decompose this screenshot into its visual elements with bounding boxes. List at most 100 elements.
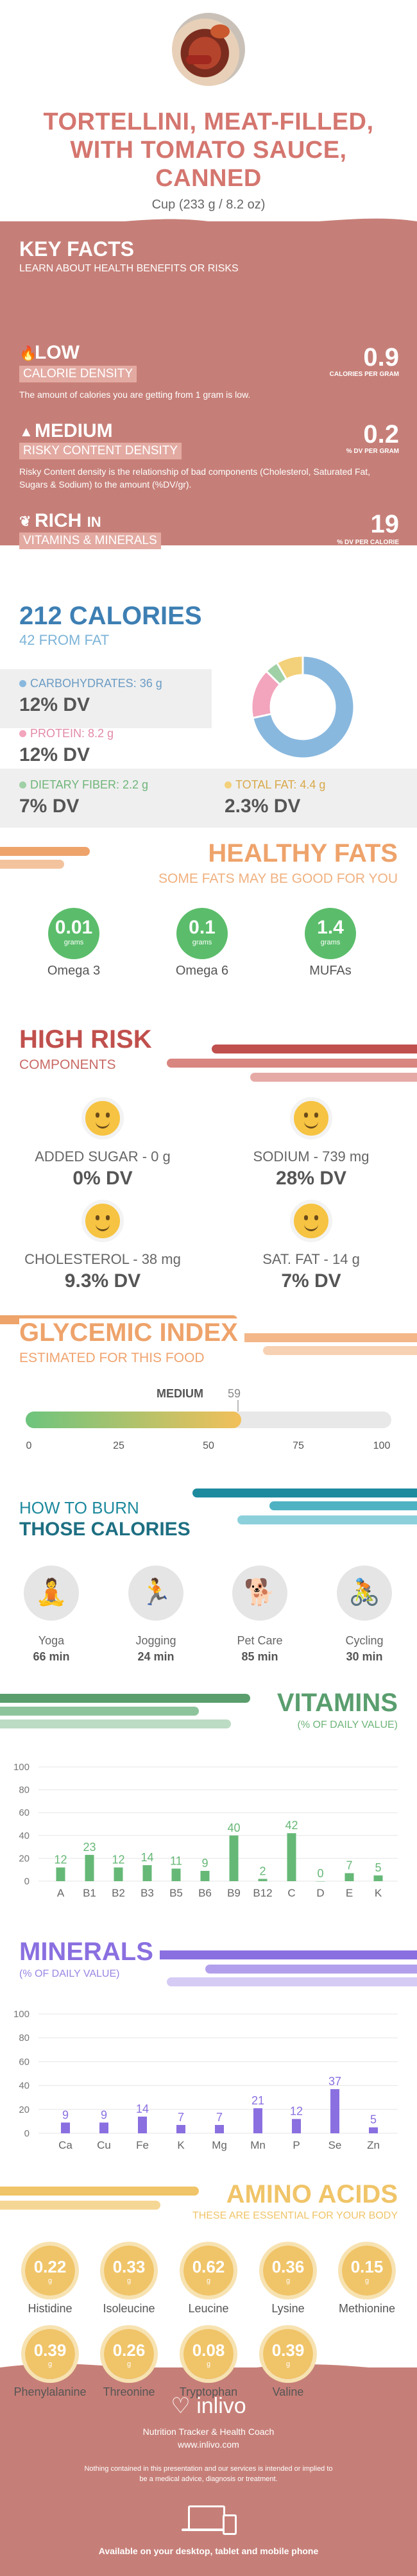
- donut-slice-fat: [275, 654, 304, 681]
- activity-minutes: 24 min: [137, 1650, 174, 1663]
- minerals-subtitle: (% OF DAILY VALUE): [19, 1968, 120, 1979]
- risk-stripe-1: [212, 1045, 417, 1053]
- x-tick-label: B12: [253, 1887, 272, 1899]
- x-tick-label: K: [375, 1887, 382, 1899]
- footer-url[interactable]: www.inlivo.com: [178, 2439, 239, 2450]
- gi-tick: 25: [113, 1440, 124, 1451]
- leaf-icon: ❦: [19, 513, 31, 530]
- x-tick-label: E: [346, 1887, 353, 1899]
- fiber-macro: DIETARY FIBER: 2.2 g 7% DV: [19, 778, 148, 817]
- minerals-title: MINERALS: [19, 1938, 160, 1966]
- x-tick-label: K: [177, 2139, 185, 2151]
- bar: [138, 2116, 147, 2133]
- amino-label: Leucine: [188, 2302, 229, 2315]
- food-photo: [172, 13, 245, 86]
- risk-dv: 0% DV: [72, 1168, 133, 1189]
- fat-dv: 2.3% DV: [225, 796, 301, 817]
- yoga-icon: 🧘: [24, 1565, 79, 1621]
- fat-unit: grams: [320, 939, 341, 946]
- x-tick-label: B2: [112, 1887, 125, 1899]
- fat-label: MUFAs: [309, 964, 352, 978]
- fat-bubble: 0.1 grams: [176, 908, 228, 959]
- gi-marker: [237, 1400, 239, 1419]
- amino-label: Valine: [272, 2385, 304, 2398]
- fat-unit: grams: [64, 939, 84, 946]
- vitamins-title: VITAMINS: [277, 1689, 398, 1717]
- bar-value-label: 14: [140, 1851, 153, 1864]
- amino-bubble: 0.62 g: [180, 2242, 237, 2299]
- bar-value-label: 37: [328, 2075, 341, 2088]
- amino-bubble: 0.39 g: [21, 2325, 79, 2383]
- vitamins-bar-chart: 0 20 40 60 80 100 12 A 23 B1 12 B2 14 B3 11 B5 9 B6 40 B9 2 B…: [13, 1762, 398, 1899]
- activity-label: Jogging: [135, 1634, 176, 1647]
- rich-unit: % DV PER CALORIE: [337, 539, 399, 546]
- calorie-density-value: 0.9: [363, 343, 399, 371]
- fats-stripe-1: [0, 847, 90, 856]
- amino-value: 0.62: [192, 2257, 225, 2276]
- gi-tick: 75: [293, 1440, 304, 1451]
- amino-label: Isoleucine: [103, 2302, 155, 2315]
- bar-value-label: 7: [216, 2111, 223, 2124]
- bar-value-label: 12: [54, 1854, 67, 1866]
- burn-stripe-3: [237, 1515, 417, 1524]
- carbs-label: CARBOHYDRATES: 36 g: [30, 677, 162, 690]
- x-tick-label: B5: [169, 1887, 183, 1899]
- protein-dot: [19, 730, 26, 737]
- amino-unit: g: [364, 2277, 370, 2285]
- bar: [85, 1855, 94, 1881]
- x-tick-label: Ca: [58, 2139, 72, 2151]
- fiber-dot: [19, 781, 26, 789]
- amino-unit: g: [126, 2360, 132, 2368]
- risky-density-level-text: MEDIUM: [35, 420, 113, 441]
- risk-label: ADDED SUGAR - 0 g: [35, 1148, 171, 1164]
- high-risk-title: HIGH RISK: [19, 1025, 152, 1053]
- amino-bubble: 0.22 g: [21, 2242, 79, 2299]
- activity-minutes: 30 min: [346, 1650, 383, 1663]
- amino-value: 0.39: [33, 2341, 67, 2360]
- bar: [229, 1835, 239, 1881]
- bar-value-label: 40: [227, 1821, 240, 1834]
- fat-value: 0.01: [55, 917, 93, 938]
- calories-from-fat: 42 FROM FAT: [19, 632, 110, 648]
- bar-value-label: 9: [201, 1857, 208, 1870]
- bar-value-label: 42: [285, 1819, 298, 1832]
- vit-stripe-1: [0, 1694, 250, 1703]
- glycemic-subtitle: ESTIMATED FOR THIS FOOD: [19, 1351, 205, 1365]
- bar-value-label: 0: [317, 1867, 323, 1880]
- x-tick-label: Cu: [97, 2139, 111, 2151]
- bar-value-label: 7: [346, 1859, 352, 1872]
- amino-value: 0.36: [271, 2257, 305, 2276]
- healthy-fats-title: HEALTHY FATS: [208, 839, 398, 867]
- smiley-mouth: [96, 1223, 110, 1231]
- amino-title: AMINO ACIDS: [226, 2180, 398, 2208]
- jogging-icon-glyph: 🏃: [140, 1578, 172, 1607]
- fat-unit: grams: [192, 939, 212, 946]
- bar: [215, 2124, 224, 2133]
- gi-level: MEDIUM: [157, 1387, 203, 1400]
- pet-care-icon: 🐕: [232, 1565, 287, 1621]
- smiley-mouth: [304, 1120, 318, 1129]
- key-facts-section: [0, 221, 417, 545]
- y-tick-label: 0: [24, 1876, 30, 1887]
- amino-label: Lysine: [271, 2302, 305, 2315]
- y-tick-label: 80: [19, 2033, 30, 2043]
- risky-density-desc: Risky Content density is the relationshi…: [19, 466, 371, 490]
- smiley-mouth: [96, 1120, 110, 1129]
- footer-brand: ♡ inlivo: [0, 2393, 417, 2419]
- y-tick-label: 20: [19, 2104, 30, 2115]
- x-tick-label: P: [293, 2139, 300, 2151]
- bar-value-label: 12: [290, 2105, 303, 2118]
- y-tick-label: 0: [24, 2128, 30, 2139]
- risk-label: CHOLESTEROL - 38 mg: [24, 1251, 181, 1267]
- bar-value-label: 7: [178, 2111, 184, 2124]
- bar: [369, 2127, 378, 2133]
- y-tick-label: 100: [13, 2009, 30, 2020]
- calorie-density-level: 🔥LOW: [19, 342, 80, 364]
- bar: [171, 1868, 181, 1881]
- amino-bubble: 0.15 g: [338, 2242, 396, 2299]
- calorie-density-level-text: LOW: [35, 342, 80, 363]
- activity-minutes: 85 min: [241, 1650, 278, 1663]
- amino-value: 0.08: [192, 2341, 225, 2360]
- bar: [114, 1867, 123, 1881]
